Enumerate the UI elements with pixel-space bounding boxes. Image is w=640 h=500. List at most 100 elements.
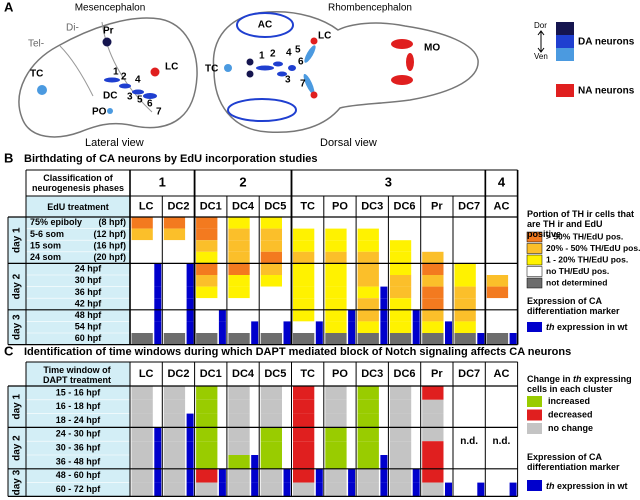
- cell: [325, 298, 347, 310]
- cell: [163, 263, 186, 275]
- cell: [422, 441, 444, 455]
- cell: [293, 413, 315, 428]
- th-bar: [348, 321, 356, 333]
- th-empty: [154, 414, 161, 428]
- pr-cluster: [246, 70, 254, 78]
- cell: [260, 240, 282, 252]
- cell: [131, 275, 153, 287]
- cell: [131, 413, 153, 428]
- cell: [293, 298, 315, 310]
- cell: [389, 468, 412, 483]
- tc-cluster: [37, 85, 47, 95]
- th-empty: [348, 441, 355, 455]
- cluster-name: DC4: [232, 368, 255, 380]
- cluster-name: DC3: [361, 368, 383, 380]
- th-empty: [380, 400, 387, 414]
- cell: [260, 468, 282, 483]
- th-empty: [219, 263, 226, 275]
- cell: [486, 251, 509, 264]
- th-empty: [510, 240, 517, 252]
- th-empty: [316, 287, 323, 299]
- cell: [422, 217, 444, 229]
- cell: [357, 228, 379, 241]
- region-label: Di-: [66, 23, 79, 34]
- cell: [325, 251, 347, 264]
- th-empty: [348, 414, 355, 428]
- th-bar: [445, 482, 452, 497]
- th-empty: [154, 240, 161, 252]
- cell: [325, 455, 347, 469]
- th-bar: [218, 309, 226, 322]
- legend-swatch: [527, 409, 542, 421]
- cell: [486, 286, 509, 299]
- cell: [163, 333, 186, 345]
- legend-swatch: [526, 266, 543, 277]
- th-empty: [413, 386, 420, 400]
- legend-arrow: [537, 30, 545, 53]
- cell: [163, 427, 186, 442]
- cell: [196, 228, 218, 241]
- th-empty: [348, 386, 355, 400]
- cluster-number: 1: [259, 51, 265, 62]
- cluster-number: 2: [270, 49, 276, 60]
- pr-cluster: [246, 58, 254, 66]
- cell: [325, 386, 347, 400]
- lc-cluster: [310, 91, 318, 99]
- cell: [228, 263, 250, 275]
- cell: [454, 275, 476, 287]
- cell: [454, 333, 476, 345]
- cell: [163, 399, 186, 414]
- th-empty: [413, 217, 420, 229]
- cell: [325, 286, 347, 299]
- mo-cluster: [391, 39, 413, 49]
- row-label: 75% epiboly: [30, 217, 82, 227]
- mo-cluster: [406, 53, 414, 71]
- cell: [325, 399, 347, 414]
- panel-label: B: [4, 150, 13, 165]
- cell: [293, 386, 315, 400]
- cell: [228, 413, 250, 428]
- th-empty: [380, 263, 387, 275]
- th-empty: [251, 217, 258, 229]
- cell: [325, 333, 347, 345]
- th-bar: [380, 333, 388, 345]
- th-empty: [510, 229, 517, 241]
- cluster-number: 7: [300, 79, 306, 90]
- day-label: day 1: [12, 393, 23, 419]
- cell: [228, 286, 250, 299]
- dc-cluster: [104, 77, 120, 83]
- marker-title: Expression of CA differentiation marker: [527, 296, 620, 316]
- dc6-cluster: [304, 45, 316, 63]
- th-empty: [316, 455, 323, 469]
- dc-cluster: [273, 61, 283, 67]
- cell: [389, 275, 412, 287]
- cell: [260, 217, 282, 229]
- th-bar: [412, 309, 420, 322]
- cell: [196, 441, 218, 455]
- th-empty: [251, 287, 258, 299]
- row-label: (20 hpf): [94, 252, 127, 262]
- th-bar: [477, 333, 485, 345]
- cell: [163, 251, 186, 264]
- th-bar: [380, 286, 388, 299]
- cluster-label: Pr: [103, 26, 114, 37]
- cluster-number: 5: [137, 95, 143, 106]
- row-label: 24 hpf: [75, 264, 103, 274]
- dc-cluster: [288, 65, 296, 71]
- th-bar: [186, 413, 194, 428]
- row-label: 48 - 60 hpf: [56, 470, 102, 480]
- cell: [260, 275, 282, 287]
- day-label: day 2: [12, 273, 23, 299]
- th-bar: [380, 309, 388, 322]
- cluster-name: DC5: [264, 368, 286, 380]
- th-empty: [187, 252, 194, 264]
- dc-cluster: [132, 89, 144, 95]
- cluster-label: PO: [92, 107, 107, 118]
- cell: [486, 298, 509, 310]
- cell: [260, 427, 282, 442]
- dc-cluster: [256, 65, 274, 71]
- th-bar: [251, 455, 259, 469]
- th-empty: [219, 217, 226, 229]
- th-bar: [509, 333, 517, 345]
- cell: [163, 286, 186, 299]
